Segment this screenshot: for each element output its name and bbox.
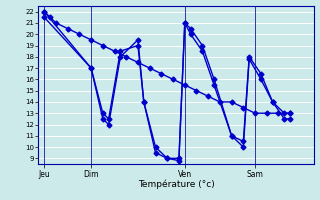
X-axis label: Température (°c): Température (°c) [138,180,214,189]
